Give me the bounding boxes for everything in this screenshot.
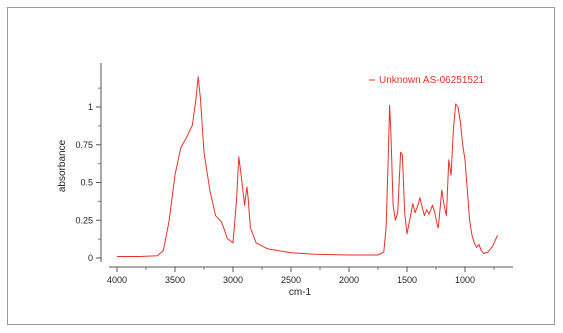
legend: Unknown AS-06251521 [369, 75, 485, 86]
x-tick-label: 2500 [281, 275, 301, 285]
y-tick-label: 1 [88, 102, 93, 112]
x-tick-label: 4000 [107, 275, 127, 285]
axes [100, 63, 513, 268]
y-tick-label: 0.5 [80, 178, 93, 188]
chart-frame: 4000 3500 3000 2500 2000 1500 1000 0 0.25 0.5 0.7… [7, 7, 555, 325]
x-tick-label: 3000 [223, 275, 243, 285]
series-line [117, 76, 498, 257]
y-axis-title: absorbance [57, 139, 68, 192]
x-tick-label: 2000 [339, 275, 359, 285]
x-tick-label: 1000 [455, 275, 475, 285]
y-tick-label: 0.75 [75, 140, 93, 150]
x-ticks: 4000 3500 3000 2500 2000 1500 1000 [107, 267, 495, 285]
y-ticks: 0 0.25 0.5 0.75 1 [75, 87, 101, 263]
y-tick-label: 0.25 [75, 215, 93, 225]
legend-entry-label: Unknown AS-06251521 [379, 75, 485, 86]
x-axis-title: cm-1 [289, 287, 312, 298]
x-tick-label: 3500 [165, 275, 185, 285]
series-layer [117, 76, 498, 257]
y-tick-label: 0 [88, 253, 93, 263]
ir-spectrum-chart: 4000 3500 3000 2500 2000 1500 1000 0 0.25 0.5 0.7… [57, 63, 513, 298]
x-tick-label: 1500 [397, 275, 417, 285]
